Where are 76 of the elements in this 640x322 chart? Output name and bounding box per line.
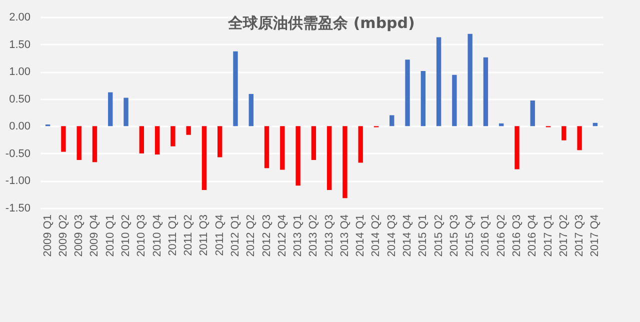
- x-tick-label: 2010 Q1: [104, 214, 116, 257]
- x-tick-label: 2017 Q1: [542, 214, 554, 257]
- x-tick-label: 2015 Q4: [464, 214, 476, 257]
- x-tick-label: 2009 Q2: [57, 214, 70, 257]
- y-tick-label: 1.50: [9, 38, 30, 51]
- x-tick-label: 2012 Q2: [245, 214, 258, 257]
- bar: [248, 94, 254, 126]
- x-tick-label: 2009 Q4: [88, 214, 101, 257]
- bar: [264, 126, 270, 168]
- bar: [577, 126, 582, 150]
- x-tick-label: 2009 Q3: [73, 214, 86, 257]
- y-tick-label: 0.00: [9, 120, 30, 133]
- bar: [170, 126, 176, 146]
- x-tick-label: 2009 Q1: [42, 214, 54, 257]
- bar: [108, 92, 113, 126]
- x-tick-label: 2011 Q3: [198, 214, 210, 256]
- x-tick-label: 2014 Q3: [386, 214, 398, 257]
- x-tick-label: 2016 Q4: [526, 214, 539, 257]
- bar: [468, 34, 472, 126]
- bar: [420, 71, 426, 126]
- x-tick-label: 2016 Q3: [510, 214, 523, 257]
- bar: [139, 126, 144, 154]
- bar: [562, 126, 566, 140]
- bar: [186, 126, 191, 135]
- x-tick-label: 2015 Q3: [448, 214, 460, 257]
- x-tick-label: 2017 Q3: [574, 214, 586, 257]
- x-tick-label: 2014 Q1: [354, 214, 367, 257]
- y-tick-label: 0.50: [9, 93, 30, 106]
- bar: [436, 37, 442, 126]
- x-tick-label: 2015 Q2: [432, 214, 445, 257]
- x-tick-label: 2012 Q4: [276, 214, 288, 257]
- x-tick-label: 2010 Q3: [136, 214, 148, 257]
- bar: [342, 126, 348, 198]
- x-tick-label: 2011 Q2: [182, 214, 195, 256]
- x-tick-label: 2014 Q4: [402, 214, 414, 257]
- x-tick-label: 2014 Q2: [370, 214, 382, 257]
- chart-title: 全球原油供需盈余 (mbpd): [227, 14, 415, 32]
- bar: [405, 60, 410, 126]
- bar: [76, 126, 82, 160]
- x-tick-label: 2011 Q1: [166, 214, 179, 256]
- bar: [233, 51, 238, 126]
- y-tick-label: -1.00: [5, 175, 30, 188]
- y-tick-label: -0.50: [5, 148, 30, 160]
- x-tick-label: 2016 Q1: [480, 214, 492, 257]
- x-tick-label: 2012 Q1: [229, 214, 242, 257]
- x-tick-label: 2010 Q4: [151, 214, 164, 257]
- bar: [390, 115, 394, 126]
- y-tick-label: -1.50: [5, 202, 30, 214]
- bar: [92, 126, 98, 162]
- x-tick-label: 2013 Q1: [292, 214, 304, 257]
- x-tick-label: 2013 Q4: [338, 214, 351, 257]
- bar: [124, 98, 128, 126]
- x-tick-label: 2015 Q1: [417, 214, 430, 257]
- bar: [483, 57, 488, 126]
- bar: [358, 126, 363, 163]
- x-tick-label: 2013 Q3: [323, 214, 336, 257]
- bar: [218, 126, 222, 158]
- bar: [514, 126, 520, 170]
- bar: [296, 126, 300, 186]
- bar: [452, 74, 457, 126]
- bar: [280, 126, 285, 170]
- x-tick-label: 2012 Q3: [260, 214, 273, 257]
- x-tick-label: 2017 Q2: [558, 214, 570, 257]
- bar: [530, 100, 535, 126]
- bar: [311, 126, 316, 160]
- x-tick-label: 2010 Q2: [120, 214, 132, 257]
- bar: [326, 126, 332, 190]
- x-tick-label: 2017 Q4: [589, 214, 602, 257]
- bar: [202, 126, 207, 190]
- bar: [154, 126, 160, 155]
- y-tick-label: 2.00: [9, 12, 30, 24]
- x-tick-label: 2016 Q2: [495, 214, 508, 257]
- bar: [61, 126, 66, 152]
- x-tick-label: 2011 Q4: [214, 214, 226, 256]
- x-tick-label: 2013 Q2: [308, 214, 320, 257]
- y-tick-label: 1.00: [9, 66, 30, 78]
